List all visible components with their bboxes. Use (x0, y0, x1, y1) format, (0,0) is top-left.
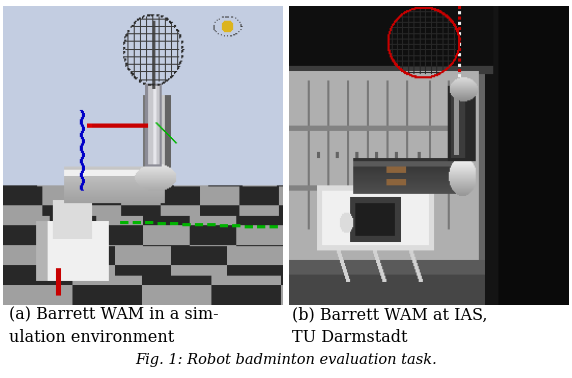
Text: Fig. 1: Robot badminton evaluation task.: Fig. 1: Robot badminton evaluation task. (135, 353, 437, 367)
Text: (b) Barrett WAM at IAS,: (b) Barrett WAM at IAS, (292, 307, 487, 324)
Text: (a) Barrett WAM in a sim-: (a) Barrett WAM in a sim- (9, 307, 218, 324)
Text: ulation environment: ulation environment (9, 329, 174, 346)
Text: TU Darmstadt: TU Darmstadt (292, 329, 407, 346)
